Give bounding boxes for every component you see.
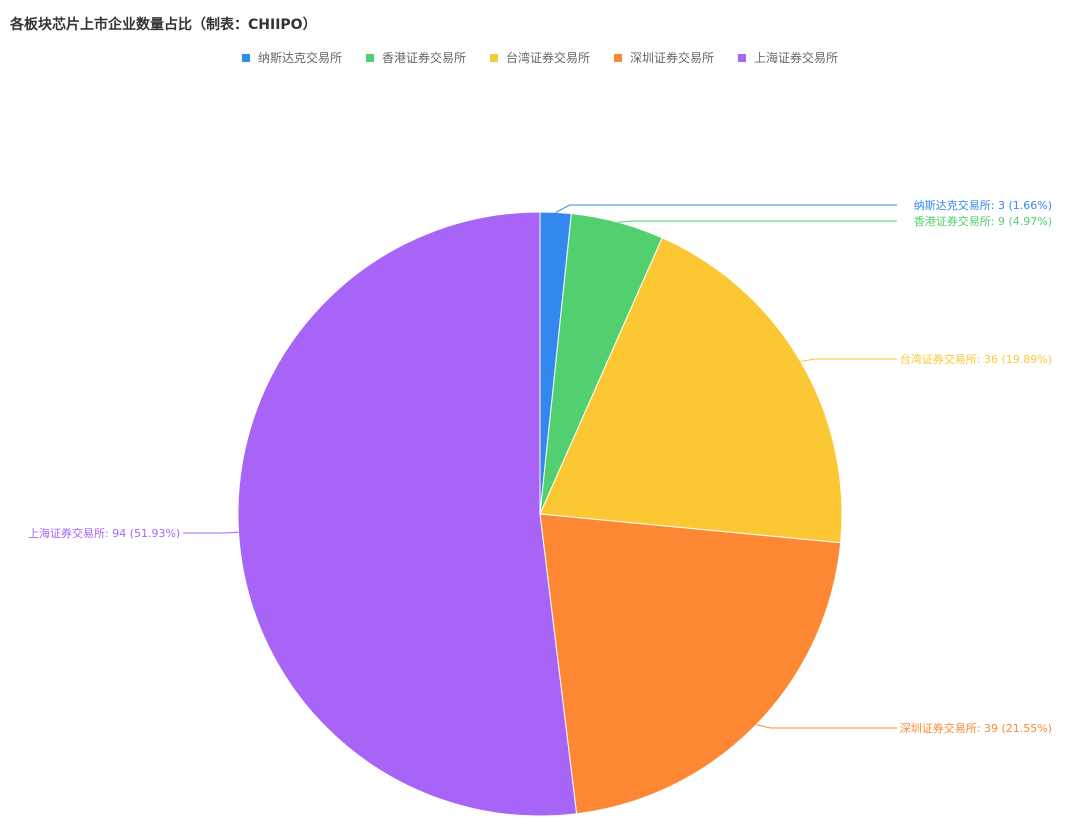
chart-title: 各板块芯片上市企业数量占比（制表：CHIIPO）: [10, 17, 317, 33]
legend-label: 台湾证券交易所: [505, 51, 590, 65]
pie-slice[interactable]: [539, 513, 842, 815]
legend-item[interactable]: 香港证券交易所: [365, 49, 466, 66]
pie-slice[interactable]: [237, 211, 578, 817]
legend-swatch: [365, 53, 374, 62]
legend-item[interactable]: 深圳证券交易所: [614, 49, 714, 66]
slice-data-label: 台湾证券交易所: 36 (19.89%): [900, 352, 1052, 366]
slice-data-label: 上海证券交易所: 94 (51.93%): [28, 526, 180, 540]
slice-data-label: 纳斯达克交易所: 3 (1.66%): [914, 198, 1052, 212]
legend-label: 香港证券交易所: [381, 51, 466, 65]
legend-swatch: [241, 53, 250, 62]
legend: 纳斯达克交易所 香港证券交易所 台湾证券交易所 深圳证券交易所 上海证券交易所: [0, 49, 1080, 66]
label-leader-line: [555, 204, 897, 213]
label-leader-line: [756, 724, 897, 729]
label-leader-line: [617, 220, 897, 223]
label-leader-line: [800, 358, 897, 362]
legend-label: 纳斯达克交易所: [257, 51, 342, 65]
label-leader-line: [183, 531, 239, 534]
slice-data-label: 深圳证券交易所: 39 (21.55%): [900, 721, 1052, 735]
legend-swatch: [614, 53, 622, 62]
slice-data-label: 香港证券交易所: 9 (4.97%): [914, 214, 1052, 228]
legend-swatch: [489, 53, 498, 62]
legend-label: 深圳证券交易所: [630, 51, 715, 65]
legend-label: 上海证券交易所: [754, 51, 839, 65]
pie-slice[interactable]: [539, 237, 843, 544]
legend-item[interactable]: 纳斯达克交易所: [241, 49, 342, 66]
legend-item[interactable]: 台湾证券交易所: [489, 49, 590, 66]
legend-swatch: [738, 53, 747, 62]
legend-item[interactable]: 上海证券交易所: [738, 49, 838, 66]
